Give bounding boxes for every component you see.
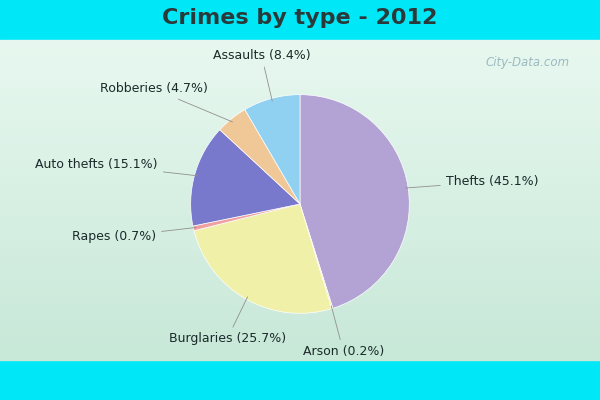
- Bar: [0, 40, 600, 48]
- Bar: [0, 88, 600, 96]
- Wedge shape: [300, 95, 409, 308]
- Text: Assaults (8.4%): Assaults (8.4%): [212, 48, 310, 101]
- Bar: [0, 304, 600, 312]
- Text: Arson (0.2%): Arson (0.2%): [303, 306, 384, 358]
- Bar: [0, 280, 600, 288]
- Bar: [0, 136, 600, 144]
- Wedge shape: [191, 130, 300, 226]
- Bar: [0, 224, 600, 232]
- Bar: [0, 184, 600, 192]
- Wedge shape: [220, 110, 300, 204]
- Bar: [0, 264, 600, 272]
- Wedge shape: [194, 204, 332, 313]
- Bar: [0, 360, 600, 400]
- Bar: [0, 200, 600, 208]
- Bar: [0, 160, 600, 168]
- Bar: [0, 0, 600, 40]
- Bar: [0, 96, 600, 104]
- Bar: [0, 312, 600, 320]
- Bar: [0, 80, 600, 88]
- Bar: [0, 120, 600, 128]
- Bar: [0, 240, 600, 248]
- Text: Crimes by type - 2012: Crimes by type - 2012: [163, 8, 437, 28]
- Text: Burglaries (25.7%): Burglaries (25.7%): [169, 297, 286, 346]
- Bar: [0, 288, 600, 296]
- Bar: [0, 72, 600, 80]
- Bar: [0, 168, 600, 176]
- Text: Rapes (0.7%): Rapes (0.7%): [72, 228, 196, 244]
- Bar: [0, 152, 600, 160]
- Bar: [0, 272, 600, 280]
- Wedge shape: [245, 95, 300, 204]
- Bar: [0, 328, 600, 336]
- Bar: [0, 56, 600, 64]
- Bar: [0, 48, 600, 56]
- Bar: [0, 144, 600, 152]
- Bar: [0, 344, 600, 352]
- Bar: [0, 256, 600, 264]
- Bar: [0, 104, 600, 112]
- Text: Robberies (4.7%): Robberies (4.7%): [100, 82, 232, 122]
- Bar: [0, 128, 600, 136]
- Text: City-Data.com: City-Data.com: [486, 56, 570, 69]
- Wedge shape: [300, 204, 333, 309]
- Bar: [0, 232, 600, 240]
- Bar: [0, 216, 600, 224]
- Bar: [0, 248, 600, 256]
- Text: Thefts (45.1%): Thefts (45.1%): [406, 175, 538, 188]
- Bar: [0, 336, 600, 344]
- Bar: [0, 208, 600, 216]
- Bar: [0, 112, 600, 120]
- Bar: [0, 352, 600, 360]
- Bar: [0, 320, 600, 328]
- Bar: [0, 64, 600, 72]
- Bar: [0, 192, 600, 200]
- Bar: [0, 176, 600, 184]
- Text: Auto thefts (15.1%): Auto thefts (15.1%): [35, 158, 197, 176]
- Bar: [0, 296, 600, 304]
- Wedge shape: [193, 204, 300, 231]
